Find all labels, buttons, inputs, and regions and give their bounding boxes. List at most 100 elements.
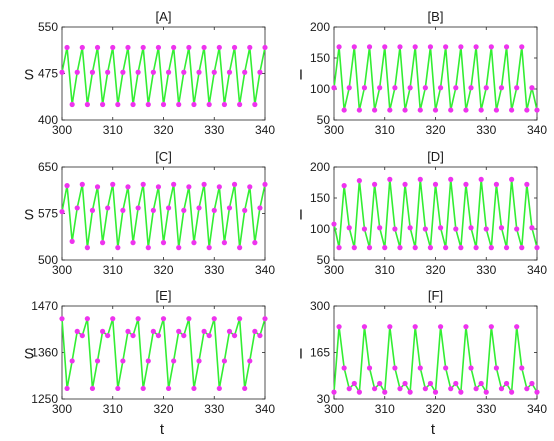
chart-panel-5: 300 310 320 330 340 1250 1360 1470 [E] S <box>24 288 275 416</box>
data-point <box>493 365 499 371</box>
data-point <box>397 245 403 251</box>
data-point <box>237 316 243 322</box>
data-point <box>110 44 116 51</box>
data-point <box>196 358 202 364</box>
data-point <box>331 85 337 91</box>
data-point <box>155 44 162 51</box>
data-point <box>247 358 253 364</box>
data-point <box>437 225 444 231</box>
data-point <box>64 183 70 189</box>
data-point <box>453 85 459 91</box>
y-tick-label: 30 <box>317 392 331 406</box>
data-point <box>171 44 177 51</box>
y-axis-label: I <box>299 346 303 363</box>
data-point <box>201 44 207 51</box>
data-point <box>94 358 101 364</box>
data-point <box>468 85 474 91</box>
data-point <box>397 386 403 392</box>
data-point <box>366 365 373 371</box>
x-tick-label: 340 <box>527 402 547 416</box>
data-point <box>120 207 126 213</box>
panels: 300 310 320 330 340 400 475 550 [A] S 300 310 320 330… <box>24 9 547 416</box>
data-point <box>483 226 489 232</box>
data-point <box>226 69 233 75</box>
data-point <box>341 107 347 113</box>
data-point <box>252 240 258 246</box>
data-point <box>130 240 136 246</box>
data-point <box>387 107 393 113</box>
x-axis-label-right: t <box>431 421 436 438</box>
data-point <box>84 316 90 322</box>
data-point <box>201 328 207 334</box>
x-tick-label: 340 <box>527 123 547 137</box>
data-point <box>503 44 510 50</box>
y-tick-label: 475 <box>38 67 58 81</box>
data-point <box>387 324 393 330</box>
data-point <box>432 107 439 113</box>
data-point <box>115 245 121 251</box>
data-point <box>366 44 373 50</box>
data-point <box>89 385 96 392</box>
data-point <box>402 181 408 187</box>
data-point <box>150 69 156 75</box>
data-point <box>237 101 243 108</box>
data-point <box>437 85 444 91</box>
data-point <box>483 389 489 395</box>
data-point <box>432 389 439 395</box>
y-tick-label: 150 <box>310 51 330 65</box>
data-point <box>231 44 238 51</box>
data-point <box>443 365 449 371</box>
data-point <box>105 205 111 211</box>
data-point <box>529 225 535 231</box>
data-point <box>468 365 474 371</box>
x-tick-label: 340 <box>255 402 275 416</box>
data-point <box>247 44 253 51</box>
data-point <box>221 240 227 246</box>
data-point <box>361 85 368 91</box>
data-point <box>155 332 162 339</box>
data-point <box>377 225 383 231</box>
data-point <box>463 107 469 113</box>
data-point <box>74 328 80 334</box>
data-point <box>483 85 489 91</box>
data-point <box>186 184 192 190</box>
data-point <box>514 85 520 91</box>
data-point <box>125 328 131 334</box>
data-point <box>100 328 106 334</box>
data-point <box>186 44 192 51</box>
data-point <box>125 184 131 190</box>
data-point <box>140 385 146 392</box>
data-point <box>135 69 141 75</box>
data-point <box>206 101 212 108</box>
data-point <box>145 245 151 251</box>
x-tick-label: 330 <box>476 123 496 137</box>
data-point <box>412 324 418 330</box>
data-point <box>242 385 248 392</box>
data-point <box>341 183 347 189</box>
data-point <box>351 44 357 50</box>
data-point <box>488 245 494 251</box>
panel-title: [D] <box>427 149 444 164</box>
data-point <box>79 44 85 51</box>
data-point <box>402 380 408 387</box>
data-point <box>155 184 162 190</box>
x-tick-label: 330 <box>476 263 496 277</box>
x-tick-label: 300 <box>52 402 72 416</box>
data-point <box>473 245 479 251</box>
data-point <box>336 245 342 251</box>
data-point <box>89 207 96 213</box>
data-point <box>165 385 172 392</box>
y-tick-label: 1250 <box>31 392 58 406</box>
data-point <box>74 205 80 211</box>
data-point <box>331 221 337 227</box>
data-point <box>262 316 268 322</box>
data-point <box>412 245 418 251</box>
x-tick-label: 320 <box>153 263 173 277</box>
data-point <box>443 245 449 251</box>
data-point <box>402 107 408 113</box>
data-point <box>529 85 535 91</box>
data-point <box>407 85 413 91</box>
data-point <box>221 358 227 364</box>
data-point <box>361 324 368 330</box>
data-point <box>125 44 131 51</box>
